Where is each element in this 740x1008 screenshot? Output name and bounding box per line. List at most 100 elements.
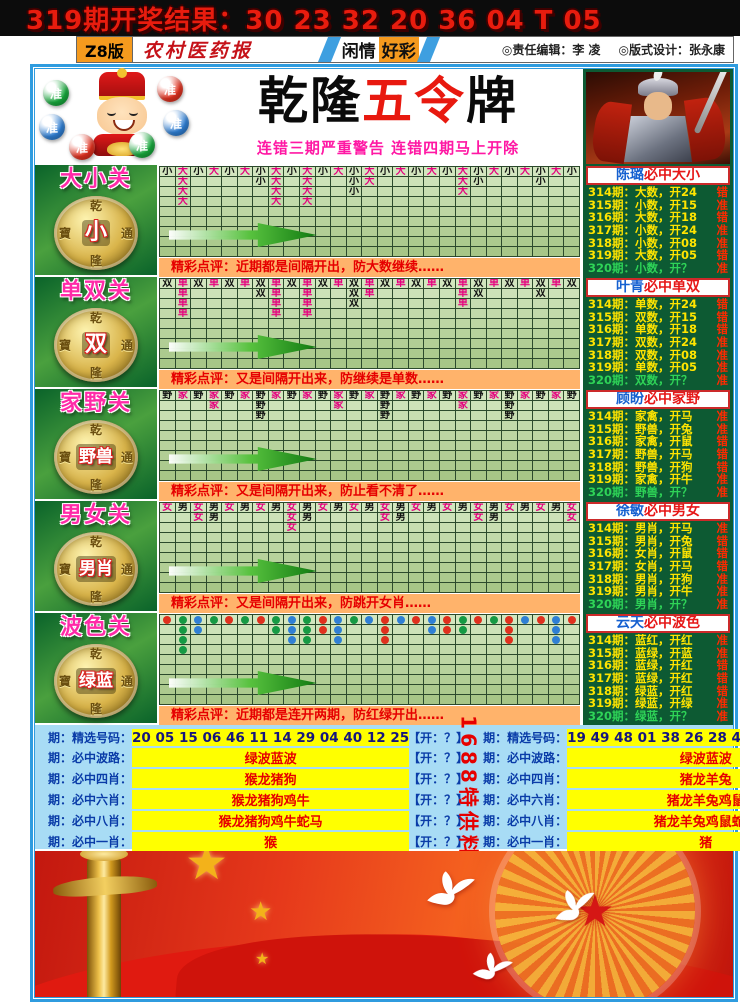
grid-cell: 大 (268, 197, 284, 206)
grid-cell (471, 401, 486, 410)
grid-cell (253, 441, 268, 450)
grid-cell (486, 309, 502, 318)
grid-cell: 小 (533, 177, 548, 186)
grid-cell (253, 695, 268, 704)
grid-cell (533, 655, 548, 664)
warrior-image (586, 72, 730, 164)
grid-cell (408, 645, 424, 654)
grid-cell (548, 451, 564, 460)
color-dot (536, 615, 545, 624)
grid-cell (206, 441, 222, 450)
grid-cell (502, 573, 517, 582)
grid-char: 野 (255, 391, 266, 400)
grid-char: 双 (255, 289, 266, 298)
grid-cell (502, 553, 517, 562)
grid-cell (517, 309, 533, 318)
grid-cell (191, 665, 206, 674)
grid-cell: 大 (299, 187, 315, 196)
grid-cell (175, 695, 191, 704)
grid-cell (408, 471, 424, 480)
grid-cell (346, 675, 362, 684)
grid-cell (533, 471, 548, 480)
grid-cell (237, 441, 253, 450)
grid-cell (502, 635, 517, 644)
record-verdict: 错 (716, 185, 729, 200)
grid-cell (237, 207, 253, 216)
grid-cell (175, 665, 191, 674)
grid-char: 大 (302, 177, 313, 186)
grid-cell (393, 207, 408, 216)
grid-cell (299, 553, 315, 562)
leisure-highlight-text: 好彩 (378, 37, 419, 62)
expert-name: 叶青 (616, 279, 644, 295)
grid-char: 男 (488, 513, 499, 522)
grid-cell (362, 421, 377, 430)
grid-char: 单 (271, 279, 282, 288)
grid-cell (331, 461, 346, 470)
grid-char: 女 (193, 503, 204, 512)
grid-char: 小 (255, 177, 266, 186)
grid-cell (533, 583, 548, 592)
grid-cell: 大 (393, 167, 408, 176)
grid-cell (160, 513, 175, 522)
grid-cell (377, 461, 393, 470)
grid-cell (377, 309, 393, 318)
grid-cell (160, 401, 175, 410)
grid-cell: 大 (175, 187, 191, 196)
grid-cell (362, 401, 377, 410)
grid-cell (548, 421, 564, 430)
grid-cell: 女 (408, 503, 424, 512)
grid-cell: 女 (191, 513, 206, 522)
grid-cell (486, 349, 502, 358)
grid-char: 男 (302, 513, 313, 522)
grid-cell (393, 247, 408, 256)
grid-cell (346, 645, 362, 654)
grid-cell (331, 675, 346, 684)
grid-cell: 单 (299, 289, 315, 298)
grid-cell (455, 543, 471, 552)
coin-ring-char: 乾 (89, 311, 103, 325)
main-frame-inner: 准准准准准准 乾隆五令牌 连错三期严重警告 连错四期马上开除 大小关乾寶通隆小小… (34, 68, 740, 998)
grid-cell (486, 665, 502, 674)
grid-cell (377, 431, 393, 440)
grid-cell (408, 237, 424, 246)
grid-cell (160, 329, 175, 338)
grid-cell (548, 411, 564, 420)
grid-cell (517, 421, 533, 430)
grid-cell (331, 411, 346, 420)
grid-char: 男 (364, 503, 375, 512)
grid-cell: 野 (377, 411, 393, 420)
grid-cell (222, 217, 237, 226)
grid-cell (439, 329, 455, 338)
grid-cell (206, 573, 222, 582)
grid-cell (346, 411, 362, 420)
grid-cell (455, 665, 471, 674)
grid-cell (377, 319, 393, 328)
grid-cell (346, 359, 362, 368)
grid-cell (564, 187, 579, 196)
grid-cell (222, 289, 237, 298)
grid-cell (362, 685, 377, 694)
record-row: 314期：男肖，开马准 (588, 522, 728, 534)
grid-cell (486, 187, 502, 196)
grid-cell (346, 451, 362, 460)
grid-cell (393, 177, 408, 186)
grid-char: 单 (271, 309, 282, 318)
grid-cell (408, 563, 424, 572)
grid-cell (299, 207, 315, 216)
grid-cell: 女 (564, 513, 579, 522)
grid-cell (471, 309, 486, 318)
grid-cell (533, 227, 548, 236)
grid-cell (517, 177, 533, 186)
grid-cell (486, 461, 502, 470)
grid-char: 双 (348, 279, 359, 288)
record-row: 315期：蓝绿，开蓝准 (588, 647, 728, 659)
grid-cell (424, 573, 439, 582)
grid-cell: 野 (502, 401, 517, 410)
color-dot (303, 635, 312, 644)
grid-cell: 家 (237, 391, 253, 400)
grid-char: 女 (442, 503, 453, 512)
grid-char: 双 (224, 279, 235, 288)
accuracy-ball: 准 (163, 110, 189, 136)
grid-cell (439, 349, 455, 358)
